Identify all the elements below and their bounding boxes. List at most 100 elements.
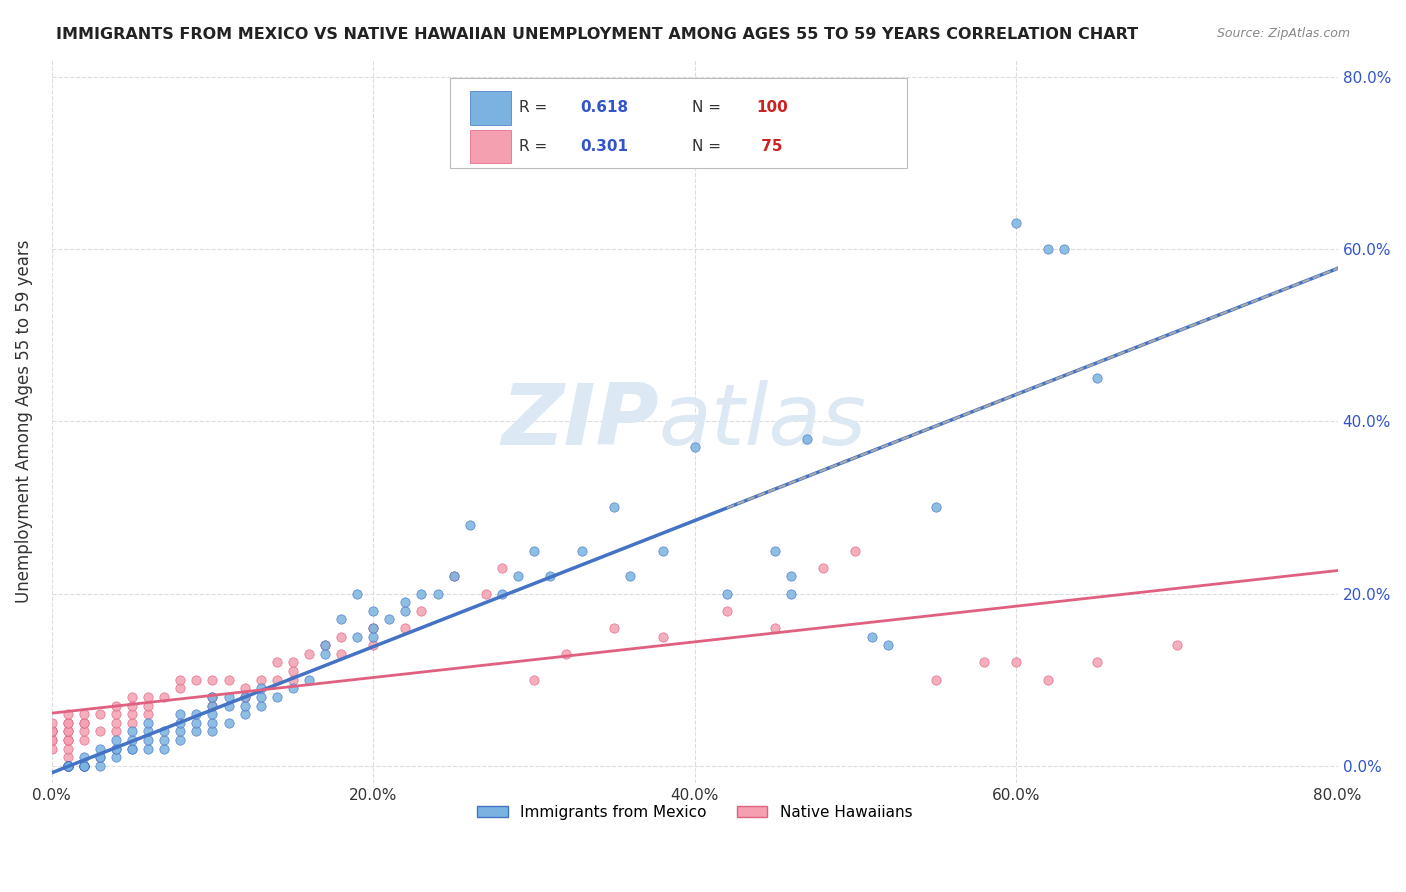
Point	[603, 621, 626, 635]
Point	[763, 621, 786, 635]
Point	[281, 656, 304, 670]
Point	[361, 630, 384, 644]
Point	[201, 724, 224, 739]
Point	[1038, 673, 1060, 687]
Point	[281, 673, 304, 687]
Point	[1085, 371, 1108, 385]
Point	[201, 698, 224, 713]
Point	[411, 604, 433, 618]
Point	[876, 638, 898, 652]
Point	[860, 630, 883, 644]
Point	[73, 707, 96, 722]
Point	[121, 690, 143, 704]
Point	[780, 569, 803, 583]
Text: N =: N =	[692, 101, 721, 115]
Point	[426, 586, 449, 600]
Point	[121, 698, 143, 713]
Point	[121, 715, 143, 730]
FancyBboxPatch shape	[450, 78, 907, 168]
Point	[249, 681, 271, 696]
Point	[763, 543, 786, 558]
Point	[73, 759, 96, 773]
Point	[266, 673, 288, 687]
Point	[571, 543, 593, 558]
Text: ZIP: ZIP	[501, 380, 658, 463]
Point	[218, 690, 240, 704]
Point	[56, 759, 79, 773]
Point	[201, 715, 224, 730]
Point	[153, 724, 176, 739]
Point	[266, 690, 288, 704]
Point	[105, 733, 128, 747]
Point	[73, 759, 96, 773]
Point	[1085, 656, 1108, 670]
Point	[716, 586, 738, 600]
Point	[443, 569, 465, 583]
Point	[56, 759, 79, 773]
Point	[201, 707, 224, 722]
Point	[361, 621, 384, 635]
Point	[281, 681, 304, 696]
Point	[56, 759, 79, 773]
Point	[844, 543, 866, 558]
Text: atlas: atlas	[658, 380, 866, 463]
Point	[233, 690, 256, 704]
Point	[361, 604, 384, 618]
Point	[73, 759, 96, 773]
Point	[201, 690, 224, 704]
Point	[394, 604, 416, 618]
FancyBboxPatch shape	[470, 129, 510, 163]
Point	[56, 733, 79, 747]
Point	[298, 647, 321, 661]
Point	[105, 750, 128, 764]
Point	[249, 673, 271, 687]
Point	[73, 759, 96, 773]
Point	[73, 750, 96, 764]
Point	[136, 690, 159, 704]
Point	[89, 759, 111, 773]
Point	[249, 690, 271, 704]
Point	[780, 586, 803, 600]
Point	[796, 432, 818, 446]
Point	[523, 543, 546, 558]
Point	[1038, 242, 1060, 256]
Point	[378, 612, 401, 626]
Point	[314, 638, 336, 652]
Legend: Immigrants from Mexico, Native Hawaiians: Immigrants from Mexico, Native Hawaiians	[471, 799, 918, 826]
Point	[1005, 216, 1028, 230]
Point	[56, 759, 79, 773]
Point	[169, 733, 191, 747]
Point	[89, 707, 111, 722]
Point	[346, 586, 368, 600]
Point	[169, 715, 191, 730]
Point	[298, 673, 321, 687]
Point	[683, 440, 706, 454]
Point	[105, 698, 128, 713]
Point	[186, 673, 208, 687]
Point	[56, 759, 79, 773]
Point	[1166, 638, 1188, 652]
Point	[56, 741, 79, 756]
Point	[105, 715, 128, 730]
Point	[651, 543, 673, 558]
Point	[443, 569, 465, 583]
Point	[169, 707, 191, 722]
Point	[218, 715, 240, 730]
Point	[121, 741, 143, 756]
Point	[121, 707, 143, 722]
Point	[925, 673, 948, 687]
Point	[249, 698, 271, 713]
Point	[105, 741, 128, 756]
Point	[169, 681, 191, 696]
Point	[458, 517, 481, 532]
Point	[813, 560, 835, 574]
Point	[56, 724, 79, 739]
Point	[491, 586, 513, 600]
Point	[555, 647, 578, 661]
Point	[201, 698, 224, 713]
Point	[153, 733, 176, 747]
Point	[56, 724, 79, 739]
FancyBboxPatch shape	[470, 91, 510, 125]
Text: R =: R =	[519, 101, 551, 115]
Point	[201, 673, 224, 687]
